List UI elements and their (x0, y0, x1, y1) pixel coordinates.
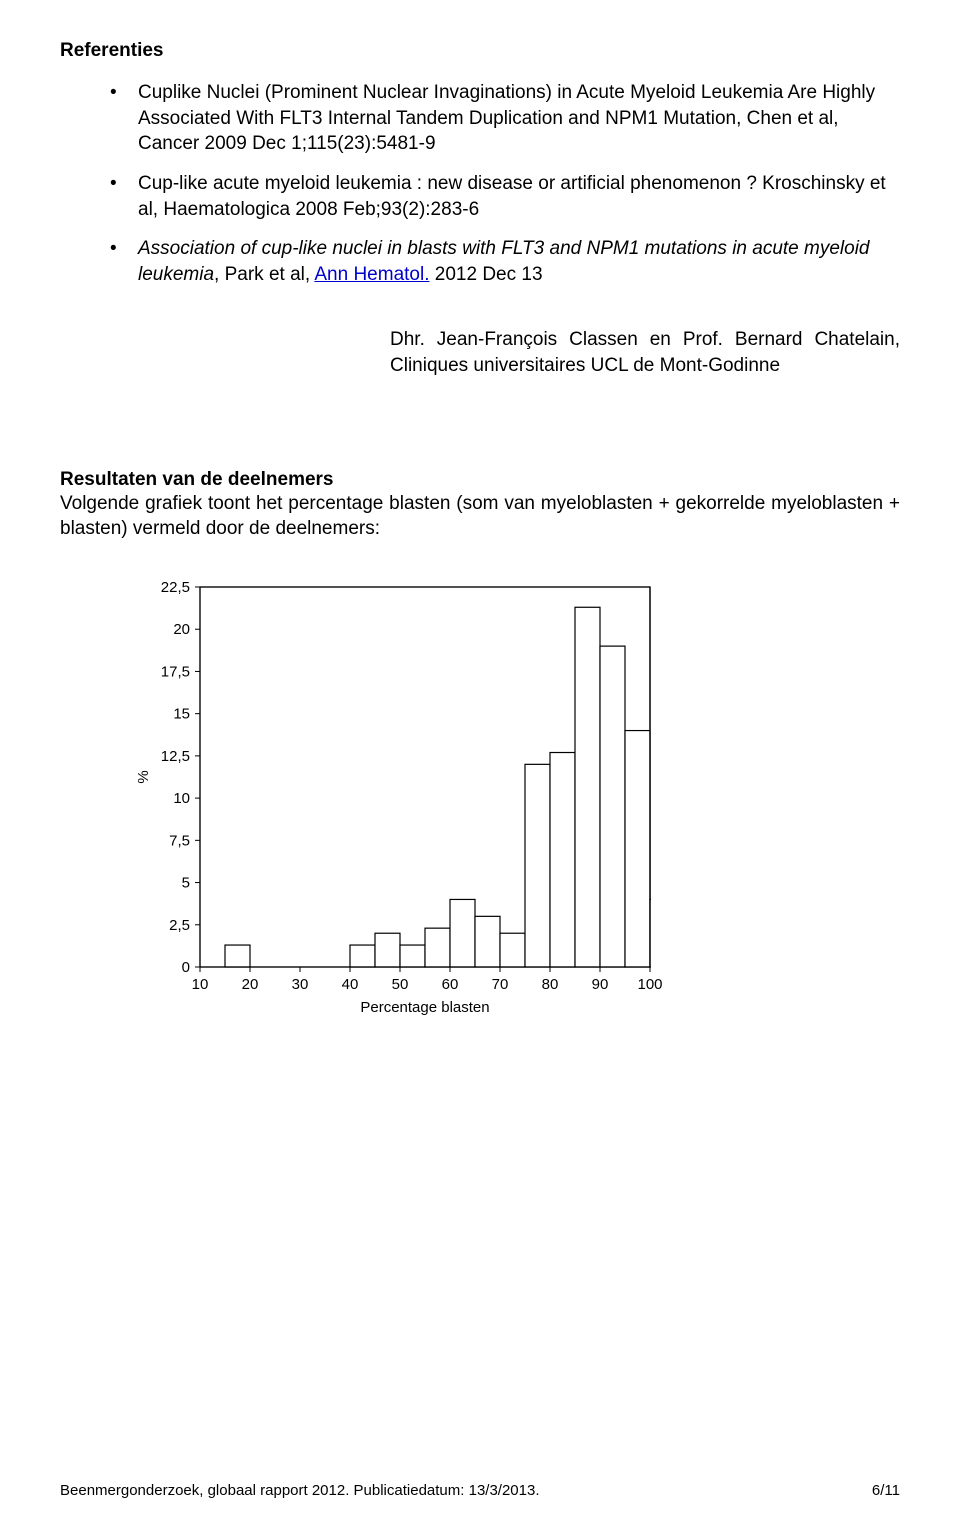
author-attribution: Dhr. Jean-François Classen en Prof. Bern… (390, 327, 900, 378)
results-body-text: Volgende grafiek toont het percentage bl… (60, 491, 900, 542)
svg-text:12,5: 12,5 (161, 748, 190, 765)
reference-item: Cuplike Nuclei (Prominent Nuclear Invagi… (110, 80, 890, 157)
svg-text:10: 10 (173, 790, 190, 807)
svg-text:80: 80 (542, 976, 559, 993)
histogram-chart: 0 2,5 5 7,5 10 12,5 15 17,5 20 22,5 10 20 30 40 50 60 70… (130, 577, 900, 1032)
svg-text:90: 90 (592, 976, 609, 993)
svg-text:10: 10 (192, 976, 209, 993)
svg-text:0: 0 (182, 959, 190, 976)
svg-text:15: 15 (173, 706, 190, 723)
reference-after-italic: , Park et al, (214, 264, 314, 285)
references-heading: Referenties (60, 40, 900, 62)
svg-text:50: 50 (392, 976, 409, 993)
histogram-svg: 0 2,5 5 7,5 10 12,5 15 17,5 20 22,5 10 20 30 40 50 60 70… (130, 577, 670, 1027)
reference-link[interactable]: Ann Hematol. (314, 264, 429, 285)
svg-text:100: 100 (637, 976, 662, 993)
svg-text:2,5: 2,5 (169, 917, 190, 934)
svg-text:40: 40 (342, 976, 359, 993)
svg-text:7,5: 7,5 (169, 832, 190, 849)
svg-text:70: 70 (492, 976, 509, 993)
reference-item: Cup-like acute myeloid leukemia : new di… (110, 171, 890, 222)
svg-text:20: 20 (173, 621, 190, 638)
svg-text:Percentage blasten: Percentage blasten (360, 999, 489, 1016)
svg-text:17,5: 17,5 (161, 663, 190, 680)
svg-text:22,5: 22,5 (161, 579, 190, 596)
page-footer: Beenmergonderzoek, globaal rapport 2012.… (60, 1482, 900, 1499)
svg-text:60: 60 (442, 976, 459, 993)
svg-text:5: 5 (182, 875, 190, 892)
reference-text: Cuplike Nuclei (Prominent Nuclear Invagi… (138, 82, 875, 154)
reference-text: Cup-like acute myeloid leukemia : new di… (138, 173, 886, 220)
results-heading: Resultaten van de deelnemers (60, 469, 900, 491)
reference-tail: 2012 Dec 13 (430, 264, 543, 285)
references-list: Cuplike Nuclei (Prominent Nuclear Invagi… (110, 80, 890, 287)
footer-left-text: Beenmergonderzoek, globaal rapport 2012.… (60, 1482, 540, 1499)
svg-text:20: 20 (242, 976, 259, 993)
footer-page-number: 6/11 (872, 1482, 900, 1499)
svg-text:30: 30 (292, 976, 309, 993)
svg-text:%: % (135, 770, 152, 783)
reference-item: Association of cup-like nuclei in blasts… (110, 236, 890, 287)
